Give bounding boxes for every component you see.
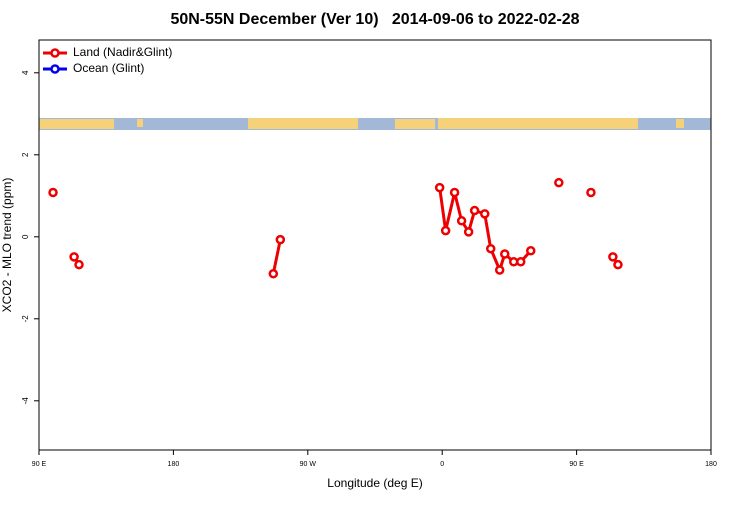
data-point [485, 243, 496, 254]
data-point [48, 187, 58, 198]
data-point [434, 182, 445, 193]
y-tick-label: 0 [21, 234, 30, 239]
data-point [586, 187, 596, 198]
data-point [515, 257, 526, 267]
series-line [72, 187, 620, 275]
x-axis-label: Longitude (deg E) [327, 476, 422, 490]
data-point [469, 205, 480, 216]
y-tick-label: -4 [21, 397, 30, 405]
data-point [463, 227, 474, 237]
y-tick-label: 4 [21, 70, 30, 75]
data-point [526, 245, 536, 256]
data-point [74, 259, 84, 270]
x-tick-label: 180 [168, 461, 180, 468]
data-point [494, 265, 505, 275]
legend-marker [50, 64, 60, 74]
data-point [613, 259, 623, 270]
data-point [69, 252, 79, 262]
legend-label: Land (Nadir&Glint) [73, 45, 172, 59]
chart-title: 50N-55N December (Ver 10) 2014-09-06 to … [170, 11, 579, 28]
data-point [440, 225, 451, 236]
data-point [456, 216, 467, 226]
x-tick-label: 90 W [300, 461, 317, 468]
y-tick-label: -2 [21, 315, 30, 323]
data-point [554, 177, 564, 188]
y-tick-label: 2 [21, 152, 30, 157]
data-point [480, 209, 490, 219]
legend-label: Ocean (Glint) [73, 61, 144, 75]
x-tick-label: 90 E [32, 461, 47, 468]
x-tick-label: 90 E [569, 461, 584, 468]
y-axis-label: XCO2 - MLO trend (ppm) [0, 178, 14, 313]
data-point [608, 252, 618, 262]
map-strip [39, 118, 711, 130]
x-tick-label: 0 [440, 461, 444, 468]
data-point [500, 249, 510, 259]
data-point [275, 234, 286, 245]
plot-frame [38, 39, 712, 451]
x-tick-label: 180 [705, 461, 717, 468]
data-point [268, 268, 279, 279]
legend-marker [50, 48, 60, 58]
data-point [449, 187, 460, 198]
